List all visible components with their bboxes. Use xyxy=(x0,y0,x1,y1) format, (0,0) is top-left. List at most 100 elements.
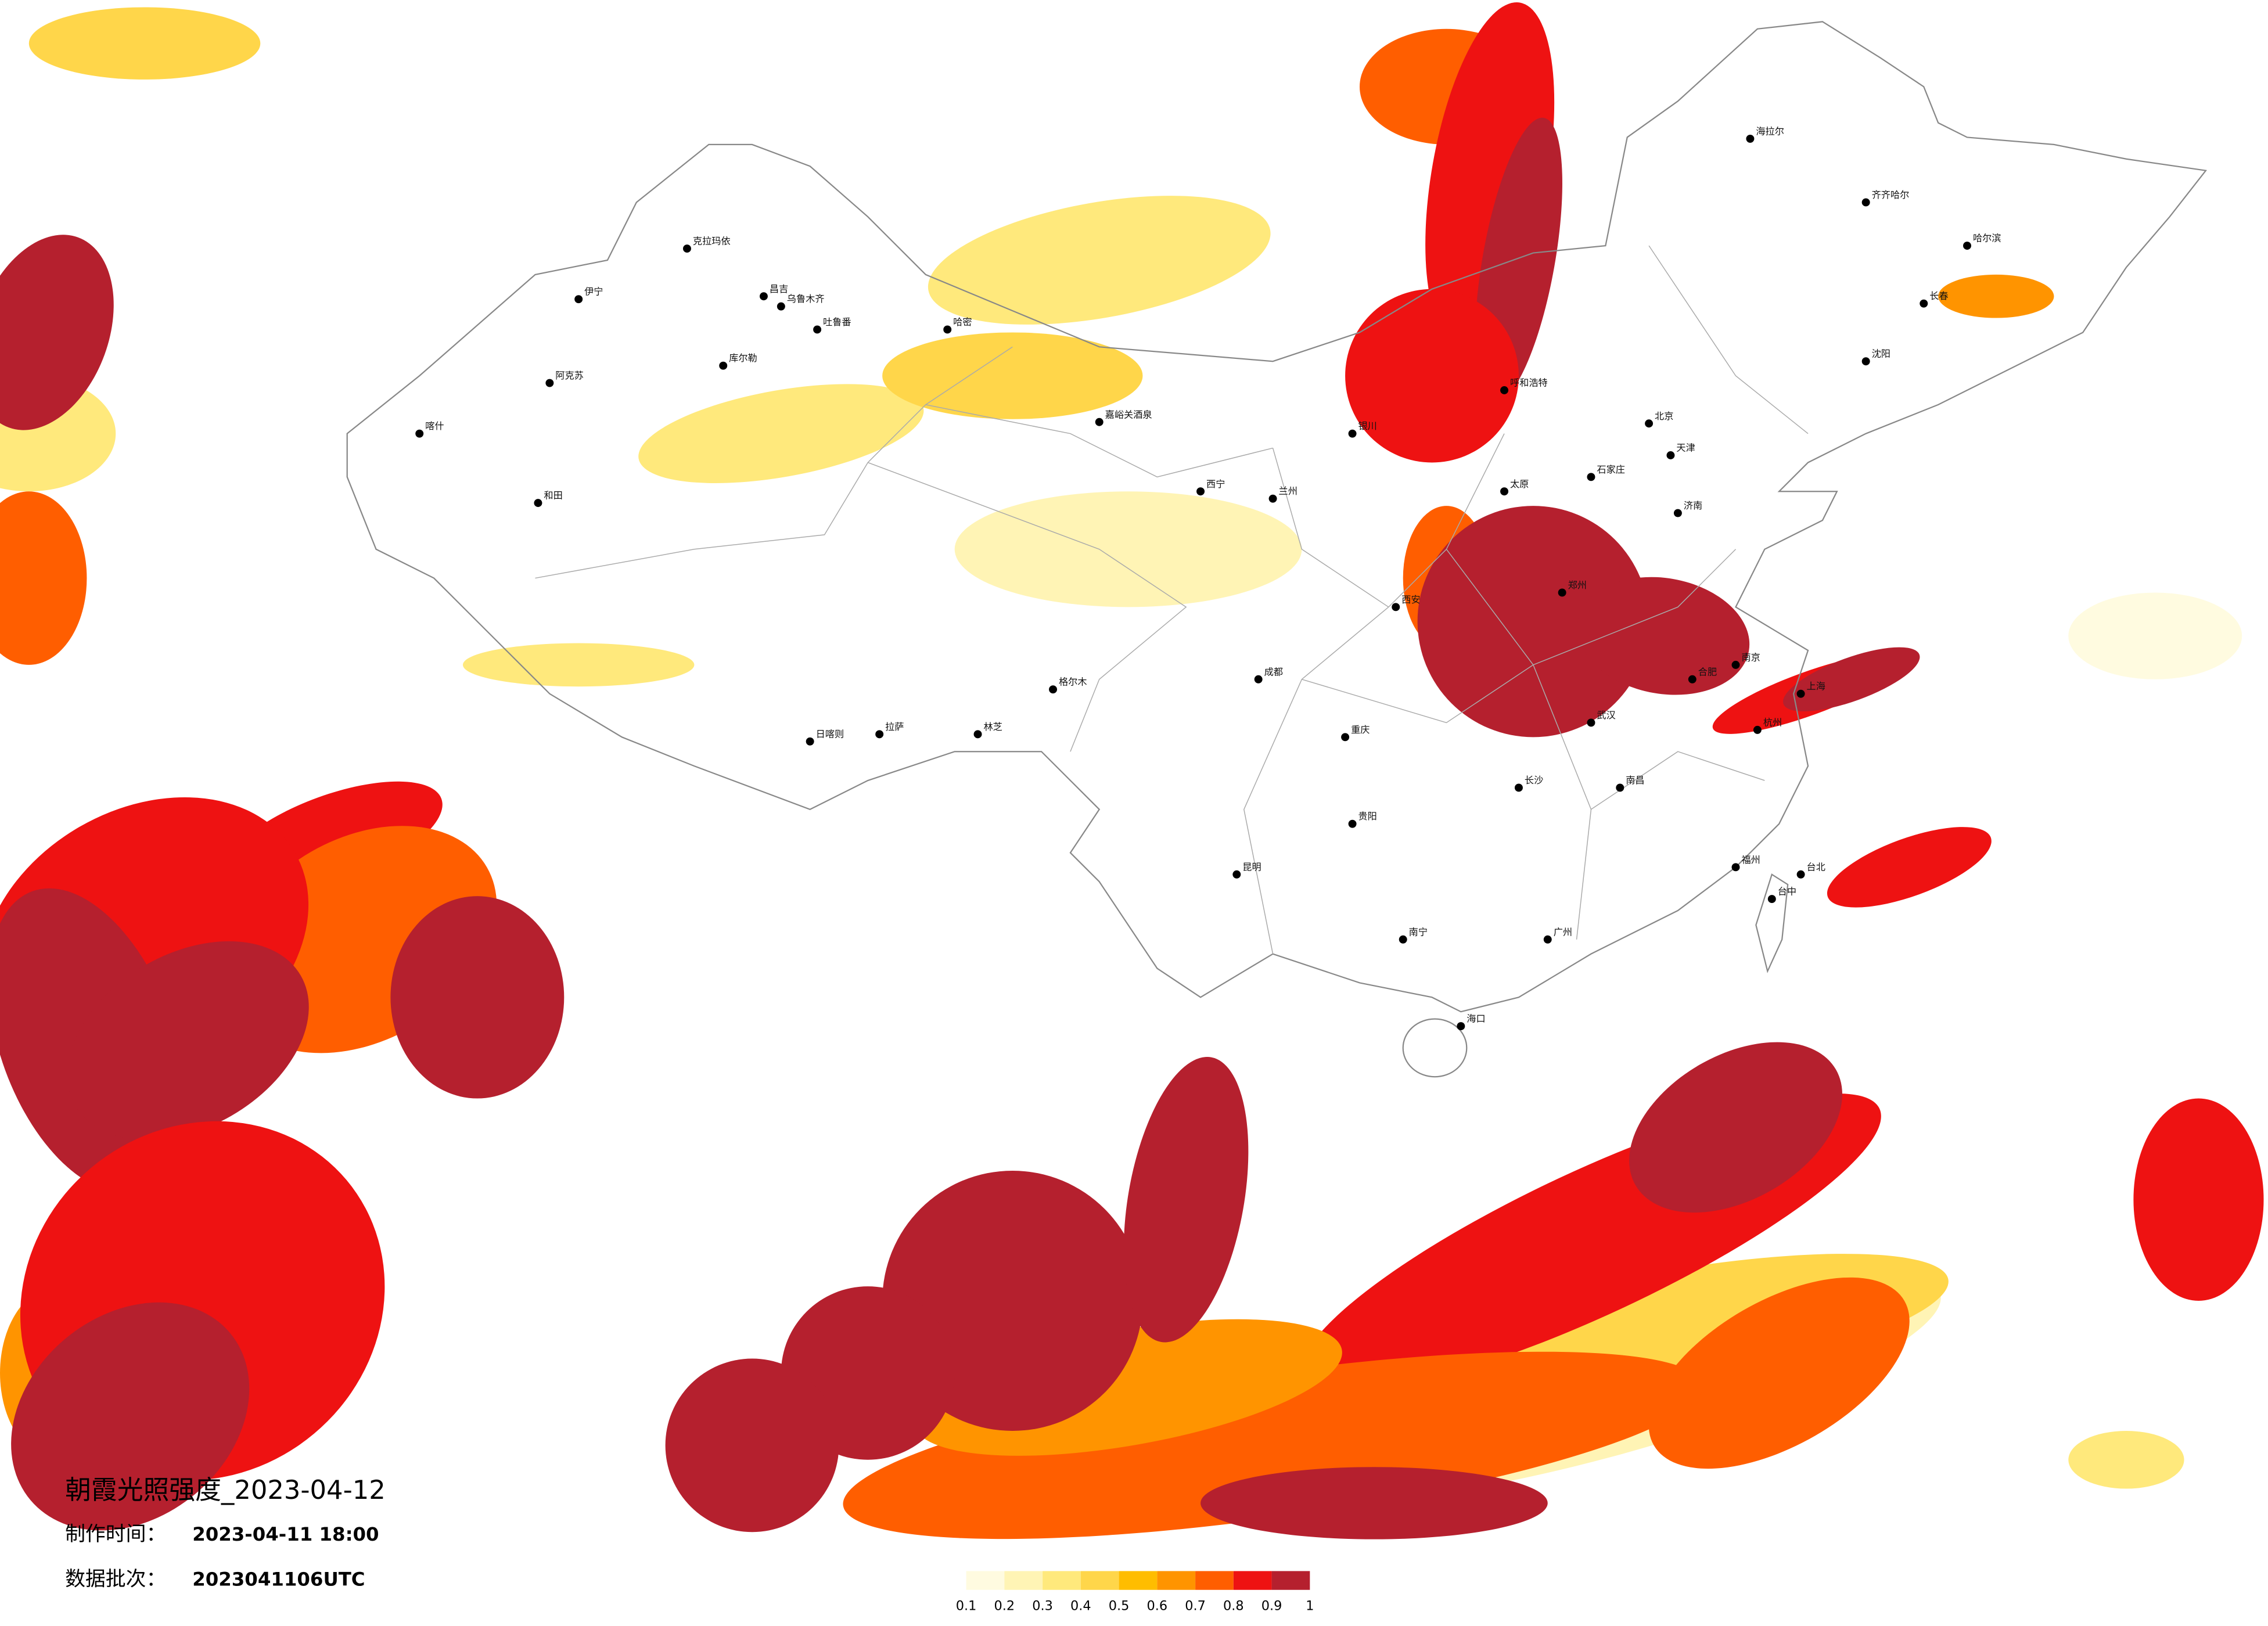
city-label: 昆明 xyxy=(1242,861,1261,872)
city-dot xyxy=(1341,733,1350,742)
mainland-border xyxy=(346,21,2207,1013)
city-label: 福州 xyxy=(1741,854,1760,865)
city-label: 南京 xyxy=(1741,652,1760,663)
city-label: 格尔木 xyxy=(1059,677,1087,688)
city-dot xyxy=(545,379,554,387)
city-label: 和田 xyxy=(544,490,562,501)
glow-patch xyxy=(1648,1277,1910,1469)
glow-patch xyxy=(2068,592,2242,679)
city-label: 北京 xyxy=(1655,411,1673,422)
city-dot xyxy=(1920,299,1928,308)
city-dot xyxy=(973,730,982,739)
city-dot xyxy=(1268,494,1277,503)
city-label: 西安 xyxy=(1401,594,1420,605)
city-dot xyxy=(1232,870,1241,879)
city-dot xyxy=(1731,660,1740,669)
city-label: 哈尔滨 xyxy=(1973,233,2001,244)
city-label: 银川 xyxy=(1358,420,1377,431)
province-borders xyxy=(535,245,1809,954)
glow-patch xyxy=(2068,1431,2184,1489)
glow-field xyxy=(0,2,2264,1539)
city-label: 石家庄 xyxy=(1597,464,1625,475)
city-dot xyxy=(759,292,768,301)
city-dot xyxy=(1861,357,1870,366)
city-label: 长春 xyxy=(1929,290,1948,301)
legend-swatch xyxy=(1119,1571,1158,1590)
city-label: 台北 xyxy=(1807,861,1825,872)
city-dot xyxy=(1500,487,1509,496)
city-label: 哈密 xyxy=(953,316,972,328)
city-label: 阿克苏 xyxy=(555,370,584,381)
city-dot xyxy=(1688,675,1696,684)
city-label: 南宁 xyxy=(1409,926,1428,937)
city-label: 济南 xyxy=(1684,500,1702,511)
glow-patch xyxy=(67,941,309,1141)
legend-tick-label: 0.3 xyxy=(1032,1599,1053,1614)
city-dot xyxy=(1049,685,1058,694)
city-label: 长沙 xyxy=(1525,775,1543,786)
city-label: 伊宁 xyxy=(584,286,603,297)
glow-patch xyxy=(928,196,1271,325)
glow-patch xyxy=(1938,274,2054,318)
glow-patch xyxy=(1417,506,1649,738)
city-dot xyxy=(1095,418,1104,426)
made-value: 2023-04-11 18:00 xyxy=(192,1523,379,1545)
city-label: 吐鲁番 xyxy=(823,316,851,328)
glow-patch xyxy=(882,332,1143,419)
legend-tick-label: 0.2 xyxy=(994,1599,1015,1614)
glow-patch xyxy=(0,235,114,430)
legend-swatch xyxy=(1233,1571,1272,1590)
glow-patch xyxy=(665,1358,839,1533)
city-dot xyxy=(943,325,952,334)
city-label: 天津 xyxy=(1676,443,1695,454)
legend-swatch xyxy=(966,1571,1005,1590)
city-label: 南昌 xyxy=(1626,775,1644,786)
city-label: 广州 xyxy=(1554,926,1572,937)
city-dot xyxy=(682,244,691,253)
city-label: 成都 xyxy=(1264,666,1283,677)
city-label: 沈阳 xyxy=(1872,348,1890,359)
city-label: 林芝 xyxy=(983,721,1002,732)
legend-swatch xyxy=(1271,1571,1310,1590)
city-dot xyxy=(574,295,583,304)
city-dot xyxy=(1796,870,1805,879)
city-label: 库尔勒 xyxy=(729,352,757,364)
glow-patch xyxy=(1783,647,1920,711)
glow-patch xyxy=(843,1351,1703,1539)
city-dot xyxy=(1796,689,1805,698)
glow-patch xyxy=(638,384,924,483)
legend: 0.1 0.2 0.3 0.4 0.5 0.6 0.7 0.8 0.9 1 xyxy=(956,1571,1314,1614)
city-label: 重庆 xyxy=(1351,724,1370,735)
city-dot xyxy=(806,737,814,746)
city-dot xyxy=(1196,487,1205,496)
city-label: 齐齐哈尔 xyxy=(1872,189,1910,200)
city-dot xyxy=(1673,509,1682,517)
city-dot xyxy=(1861,198,1870,207)
city-label: 乌鲁木齐 xyxy=(787,293,825,304)
glow-patch xyxy=(1123,1057,1249,1343)
legend-tick-label: 0.5 xyxy=(1109,1599,1130,1614)
city-label: 昌吉 xyxy=(770,283,788,294)
china-outline xyxy=(346,21,2207,1078)
glow-patch xyxy=(11,1302,250,1531)
city-dot xyxy=(1348,429,1357,438)
city-dot xyxy=(813,325,822,334)
city-dot xyxy=(1558,588,1566,597)
legend-tick-label: 0.4 xyxy=(1070,1599,1091,1614)
city-dot xyxy=(719,361,728,370)
glow-patch xyxy=(462,643,695,687)
glow-patch xyxy=(1345,289,1519,463)
made-label: 制作时间： xyxy=(65,1523,166,1546)
city-label: 上海 xyxy=(1807,681,1825,692)
city-dot xyxy=(1753,725,1762,734)
legend-swatch xyxy=(1043,1571,1081,1590)
glow-patch xyxy=(1201,1467,1548,1539)
city-dot xyxy=(1963,242,1971,250)
city-dot xyxy=(1543,935,1552,944)
city-dot xyxy=(1767,895,1776,904)
legend-swatch xyxy=(1157,1571,1196,1590)
batch-value: 2023041106UTC xyxy=(192,1568,365,1590)
